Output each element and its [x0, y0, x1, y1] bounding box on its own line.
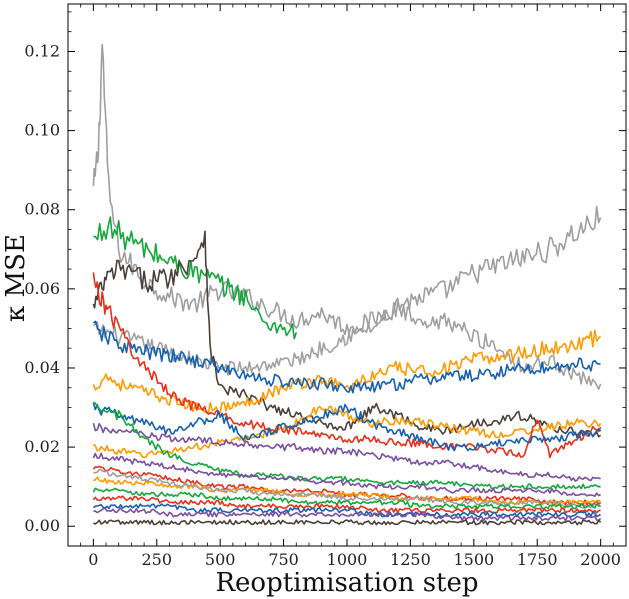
- series-layer: [92, 43, 602, 526]
- x-tick-label: 2000: [580, 550, 621, 569]
- series-line-4: [92, 230, 602, 438]
- series-line-7: [93, 405, 602, 459]
- y-tick-label: 0.06: [24, 279, 60, 298]
- plot-background: [68, 4, 626, 546]
- y-tick-label: 0.04: [24, 358, 60, 377]
- y-tick-label: 0.00: [24, 516, 60, 535]
- x-tick-label: 250: [141, 550, 172, 569]
- series-line-1: [92, 43, 602, 336]
- series-line-5: [92, 329, 602, 414]
- y-tick-label: 0.02: [24, 437, 60, 456]
- series-line-13: [92, 465, 602, 506]
- x-tick-label: 0: [88, 550, 98, 569]
- y-tick-label: 0.10: [24, 121, 60, 140]
- series-line-12: [92, 452, 601, 498]
- x-axis-label: Reoptimisation step: [215, 568, 478, 598]
- series-line-20: [93, 519, 602, 526]
- x-tick-label: 500: [205, 550, 236, 569]
- x-tick-label: 1500: [453, 550, 494, 569]
- x-tick-label: 1750: [517, 550, 558, 569]
- x-tick-label: 750: [268, 550, 299, 569]
- series-line-9: [92, 402, 602, 452]
- x-tick-label: 1250: [390, 550, 431, 569]
- y-tick-label: 0.12: [24, 41, 60, 60]
- series-line-16: [92, 487, 601, 510]
- y-axis-label: κ MSE: [1, 234, 31, 322]
- series-line-19: [93, 507, 602, 522]
- series-line-3: [93, 216, 298, 340]
- tick-layer: 0 250 500 750 1000 1250 1500 1750 2000 0.00 0.02 0.…: [24, 4, 626, 569]
- x-tick-label: 1000: [327, 550, 368, 569]
- y-tick-label: 0.08: [24, 200, 60, 219]
- series-line-6: [92, 320, 601, 394]
- series-line-10: [92, 423, 601, 482]
- series-line-8: [92, 272, 602, 459]
- series-line-17: [92, 495, 601, 514]
